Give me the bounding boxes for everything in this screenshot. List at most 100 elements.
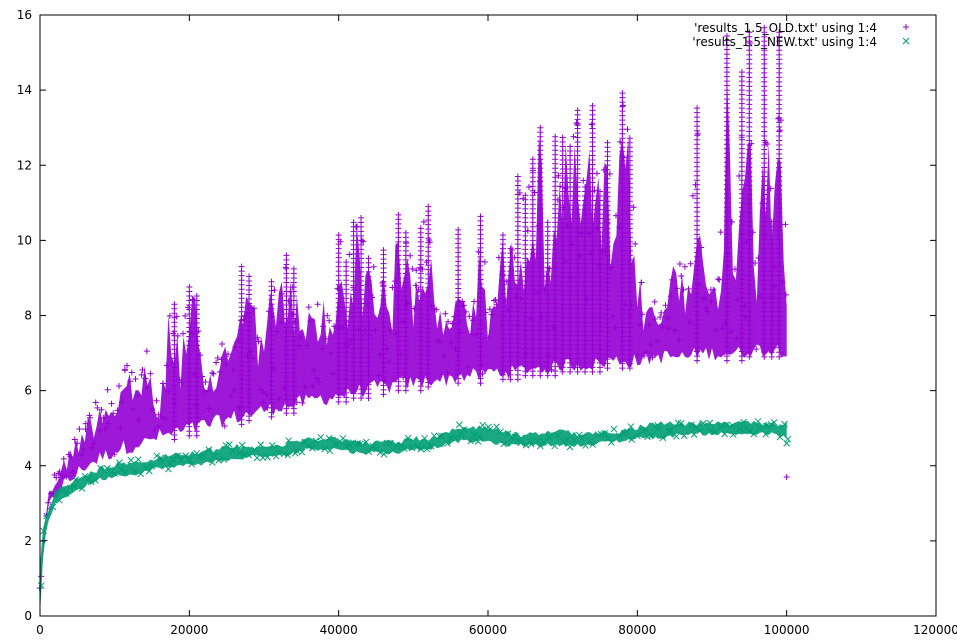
data-point-cross [554,432,562,439]
data-point-plus [717,229,724,236]
data-point-plus [491,297,498,304]
data-point-plus [129,406,136,413]
data-point-cross [476,433,484,440]
data-point-plus [346,251,353,258]
data-point-plus [197,352,204,359]
data-point-plus [447,339,454,346]
data-point-plus [580,177,587,184]
data-point-plus [466,313,473,320]
data-point-plus [395,211,402,218]
data-point-cross [601,429,609,437]
data-point-cross [55,496,63,504]
data-point-plus [297,334,304,341]
data-point-plus [477,213,484,220]
data-point-plus [100,415,107,422]
data-point-plus [649,354,656,361]
data-point-plus [404,300,411,307]
data-point-cross [62,490,70,497]
data-point-plus [753,346,760,353]
data-point-cross [654,425,662,433]
data-point-cross [754,418,762,425]
data-point-cross [575,431,583,439]
data-point-plus [669,276,676,283]
data-point-cross [527,440,535,448]
data-point-plus [309,382,316,389]
data-point-cross [285,437,292,444]
data-point-plus [163,362,170,369]
data-point-cross [566,443,574,451]
data-point-plus [108,400,115,407]
data-point-plus [56,468,63,475]
data-point-cross [634,432,641,440]
data-point-cross [131,467,139,475]
data-point-plus [425,203,432,210]
data-point-cross [43,512,50,520]
data-point-plus [241,312,248,319]
data-point-plus [555,172,562,179]
data-point-plus [689,192,696,199]
data-point-plus [756,293,763,300]
data-point-plus [364,281,371,288]
data-point-plus [767,185,774,192]
legend-label-old: 'results_1.5_OLD.txt' using 1:4 [694,21,877,35]
data-point-cross [188,460,196,468]
data-point-plus [375,372,382,379]
data-point-plus [624,126,631,133]
data-point-plus [783,474,790,481]
data-point-plus [651,298,658,305]
data-point-plus [632,240,639,247]
data-point-cross [707,427,714,434]
data-point-plus [647,341,654,348]
data-point-plus [232,343,239,350]
data-point-plus [365,255,372,262]
x-tick-label: 40000 [320,623,358,637]
series-new [37,418,792,615]
data-point-plus [121,367,128,374]
data-point-cross [174,452,182,460]
data-point-plus [741,302,748,309]
x-tick-label: 60000 [469,623,507,637]
data-point-plus [525,183,532,190]
data-point-plus [334,285,341,292]
data-point-plus [411,305,418,312]
data-point-plus [94,404,101,411]
data-point-plus [402,229,409,236]
data-point-cross [444,440,451,447]
data-point-plus [216,368,223,375]
data-point-plus [567,143,574,150]
data-point-cross [589,441,597,448]
data-point-plus [434,337,441,344]
data-point-plus [235,338,242,345]
data-point-plus [148,406,155,413]
data-point-cross [540,438,547,446]
data-point-plus [268,313,275,320]
data-point-cross [116,459,123,466]
data-point-plus [327,350,334,357]
data-point-cross [238,441,246,449]
data-point-cross [107,468,115,476]
legend-marker-new [902,37,910,45]
data-point-plus [278,319,285,326]
data-point-cross [236,449,244,457]
data-point-plus [214,354,221,361]
x-tick-label: 20000 [170,623,208,637]
data-point-plus [570,133,577,140]
data-point-cross [479,421,487,429]
data-point-plus [771,283,778,290]
data-point-plus [347,337,354,344]
data-point-plus [186,283,193,290]
data-point-cross [137,470,145,478]
data-point-plus [755,254,762,261]
data-point-plus [178,379,185,386]
data-point-plus [534,289,541,296]
data-point-plus [153,397,160,404]
data-point-plus [60,455,67,462]
y-tick-label: 10 [17,233,32,247]
data-point-cross [781,420,788,428]
data-point-cross [435,432,443,440]
data-point-cross [332,440,340,448]
data-point-cross [264,453,271,461]
data-point-plus [594,225,601,232]
data-point-cross [500,440,508,448]
data-point-cross [659,434,667,442]
